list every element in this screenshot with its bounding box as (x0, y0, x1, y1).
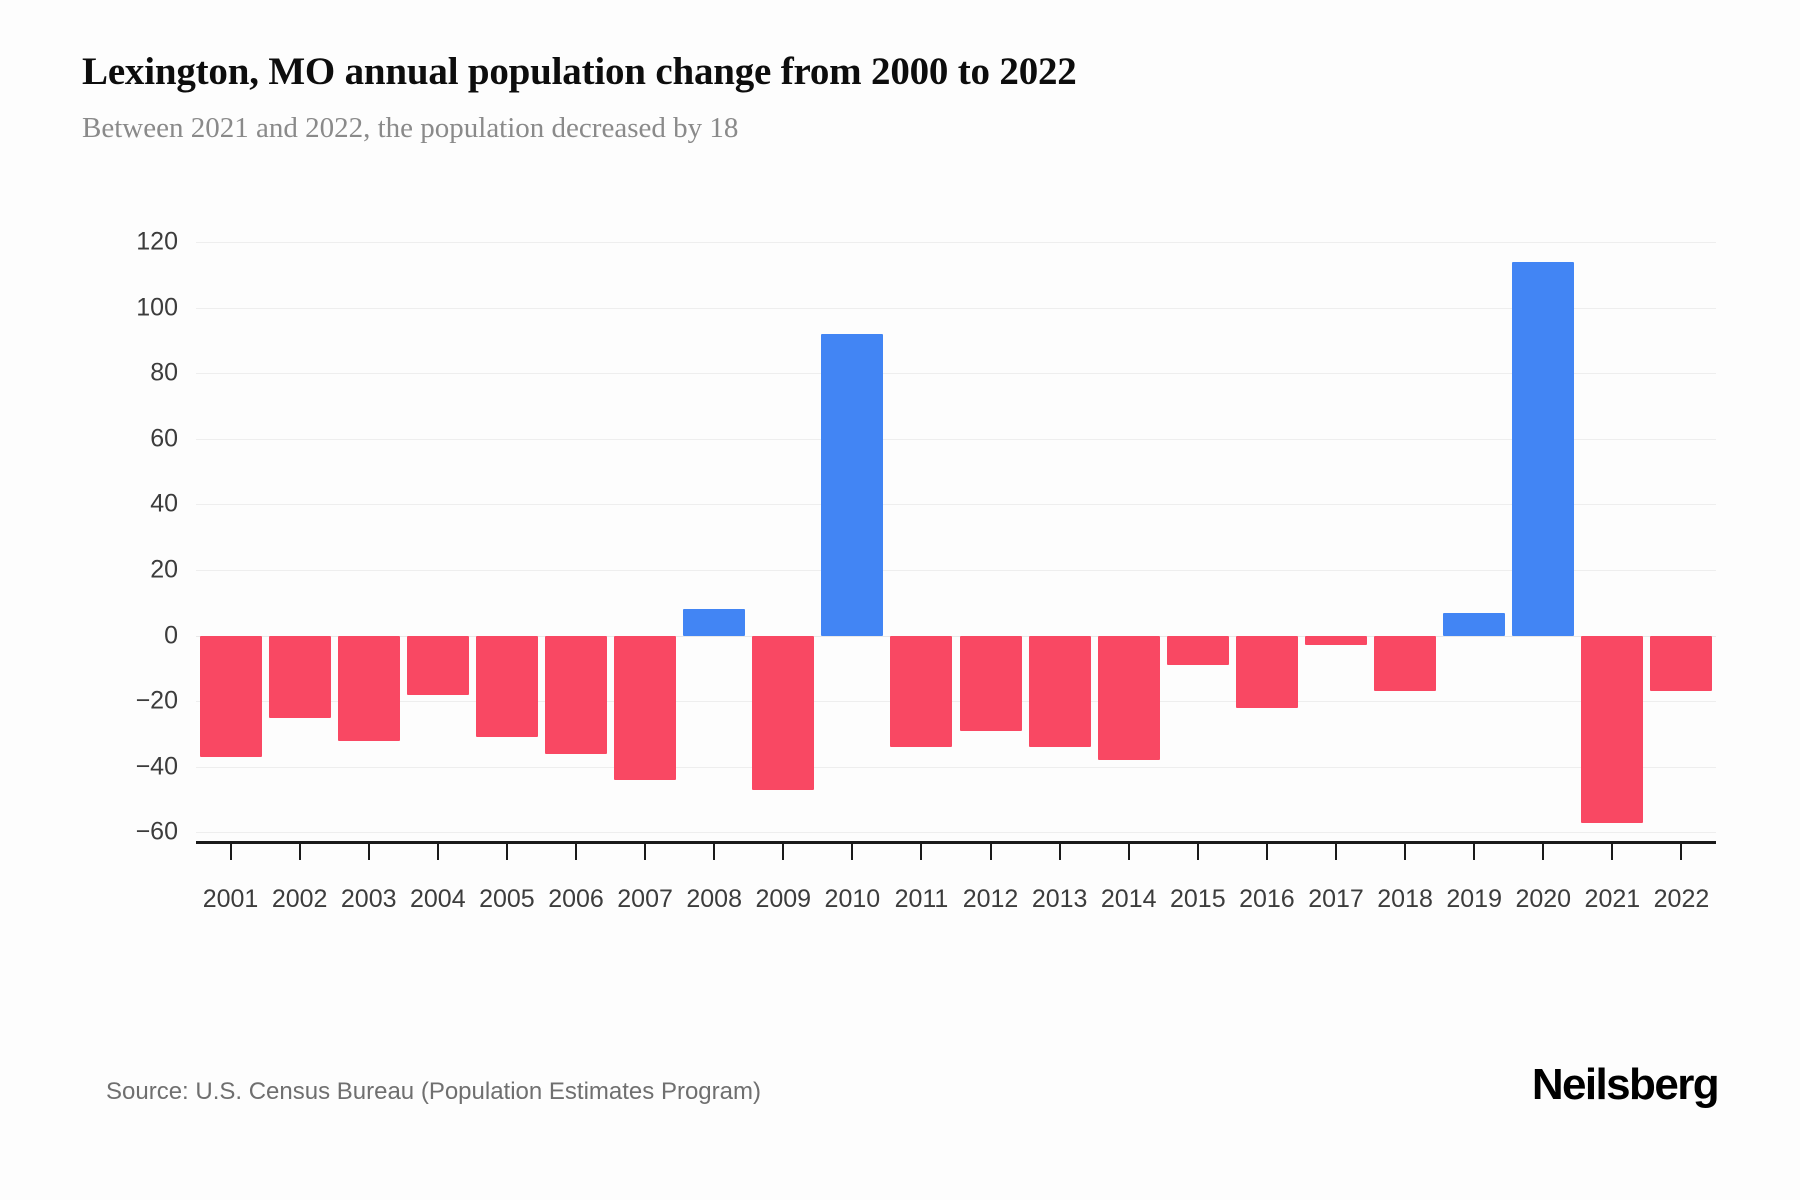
gridline--20 (196, 701, 1716, 703)
y-tick-label: 0 (164, 621, 178, 650)
bar-2005[interactable] (475, 635, 538, 738)
y-tick-label: 100 (136, 293, 178, 322)
y-tick-label: −20 (135, 686, 178, 715)
x-tick-label-2014: 2014 (1100, 884, 1157, 913)
x-tick-label-2001: 2001 (202, 884, 259, 913)
x-axis-ticks (196, 843, 1716, 860)
gridline--60 (196, 832, 1716, 834)
y-tick-label: −40 (135, 752, 178, 781)
page-title: Lexington, MO annual population change f… (82, 50, 1077, 93)
x-tick-label-2019: 2019 (1446, 884, 1502, 913)
x-tick (851, 843, 854, 860)
gridline-60 (196, 438, 1716, 440)
bar-2010[interactable] (821, 333, 884, 636)
x-tick (1265, 843, 1268, 860)
y-tick-label: 120 (136, 227, 178, 256)
x-tick-label-2008: 2008 (686, 884, 742, 913)
bar-2017[interactable] (1305, 635, 1367, 646)
gridline-20 (196, 570, 1716, 571)
x-tick-label-2013: 2013 (1031, 884, 1088, 913)
x-tick-label-2004: 2004 (410, 884, 466, 913)
x-tick-label-2022: 2022 (1653, 884, 1710, 913)
gridline-80 (196, 373, 1716, 375)
y-tick-label: 40 (150, 489, 178, 518)
x-tick (505, 843, 508, 860)
chart-header: Lexington, MO annual population change f… (82, 48, 1722, 146)
bar-2021[interactable] (1581, 635, 1644, 823)
x-tick (436, 843, 439, 860)
x-tick-label-2007: 2007 (617, 884, 673, 913)
x-tick-label-2003: 2003 (340, 884, 397, 913)
bar-2002[interactable] (268, 635, 331, 718)
x-tick (713, 843, 716, 860)
x-tick-label-2012: 2012 (962, 884, 1019, 913)
y-axis: 120 100 80 60 40 20 0 −20 −40 −60 (90, 0, 178, 1200)
x-tick-label-2015: 2015 (1170, 884, 1226, 913)
bar-2018[interactable] (1374, 635, 1437, 692)
gridline-0 (196, 635, 1716, 637)
x-tick (298, 843, 301, 860)
x-tick (920, 843, 923, 860)
bar-2007[interactable] (614, 635, 677, 780)
bar-2012[interactable] (959, 635, 1022, 731)
x-tick (1680, 843, 1683, 860)
x-tick (644, 843, 647, 860)
x-tick (367, 843, 370, 860)
bar-2003[interactable] (337, 635, 400, 741)
bar-2009[interactable] (752, 635, 815, 790)
x-tick-label-2017: 2017 (1308, 884, 1364, 913)
gridline-100 (196, 307, 1716, 309)
x-tick (1611, 843, 1614, 860)
gridline-120 (196, 242, 1716, 243)
bar-2011[interactable] (890, 635, 953, 748)
y-tick-label: −60 (135, 817, 178, 846)
x-tick (1473, 843, 1476, 860)
bar-2015[interactable] (1166, 635, 1229, 666)
x-tick (229, 843, 232, 860)
x-tick (1127, 843, 1130, 860)
bar-2016[interactable] (1235, 635, 1298, 708)
y-tick-label: 60 (150, 424, 178, 453)
gridline--40 (196, 766, 1716, 768)
x-tick (575, 843, 577, 860)
bar-2008[interactable] (683, 609, 746, 636)
x-tick-label-2010: 2010 (824, 884, 881, 913)
x-axis-line (196, 840, 1716, 844)
bar-2013[interactable] (1028, 635, 1091, 748)
x-axis-labels: 2001 2002 2003 2004 2005 2006 2007 2008 2009 2010… (196, 885, 1716, 919)
x-tick (1542, 843, 1545, 860)
y-tick-label: 20 (150, 555, 178, 584)
bar-2004[interactable] (406, 635, 469, 695)
x-tick-label-2005: 2005 (479, 884, 535, 913)
x-tick-label-2021: 2021 (1584, 884, 1641, 913)
gridline-40 (196, 504, 1716, 506)
bar-series (196, 0, 1716, 1200)
bar-2022[interactable] (1650, 635, 1713, 692)
x-tick-label-2011: 2011 (894, 884, 949, 913)
x-tick-label-2009: 2009 (755, 884, 812, 913)
y-tick-label: 80 (150, 358, 178, 387)
x-tick-label-2018: 2018 (1377, 884, 1433, 913)
gridlines (196, 0, 1716, 1200)
brand-logo: Neilsberg (1531, 1060, 1720, 1109)
x-tick (782, 843, 785, 860)
chart-subtitle: Between 2021 and 2022, the population de… (82, 112, 739, 144)
x-tick (1335, 843, 1337, 860)
x-tick-label-2020: 2020 (1515, 884, 1572, 913)
x-tick (1404, 843, 1407, 860)
bar-2014[interactable] (1097, 635, 1160, 761)
source-note: Source: U.S. Census Bureau (Population E… (106, 1078, 761, 1105)
x-tick-label-2002: 2002 (271, 884, 328, 913)
bar-2001[interactable] (199, 635, 262, 757)
bar-2019[interactable] (1443, 612, 1506, 636)
bar-2006[interactable] (545, 635, 607, 754)
x-tick (1196, 843, 1199, 860)
x-tick-label-2016: 2016 (1239, 884, 1295, 913)
x-tick (989, 843, 992, 860)
x-tick-label-2006: 2006 (548, 884, 604, 913)
x-tick (1058, 843, 1061, 860)
bar-2020[interactable] (1512, 261, 1575, 636)
